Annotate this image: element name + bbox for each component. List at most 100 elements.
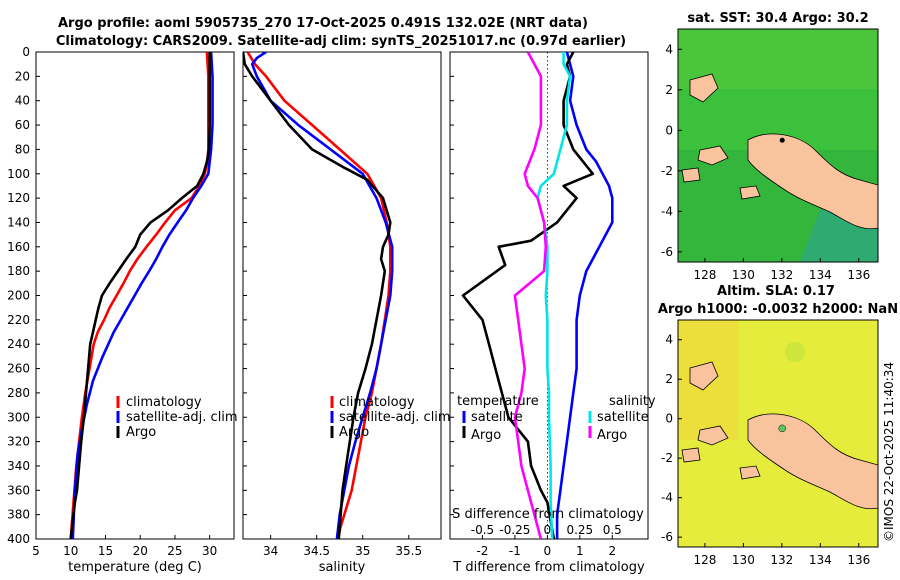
depth-tick-label: 340: [7, 459, 30, 473]
depth-tick-label: 260: [7, 362, 30, 376]
legend-label-satellite: satellite-adj. clim: [339, 410, 451, 425]
sla-lat-axis: 4 2 0 -2 -4 -6: [661, 333, 682, 544]
legend-label-argo: Argo: [126, 425, 156, 440]
s-diff-tick-label: -0.5: [471, 523, 494, 537]
s-diff-tick-label: -0.25: [499, 523, 530, 537]
sst-map-frame: [677, 28, 879, 263]
x-tick-label: 34: [263, 544, 278, 558]
lon-tick-label: 134: [809, 268, 832, 282]
depth-tick-label: 300: [7, 410, 30, 424]
sla-argo-position: [778, 424, 786, 433]
lat-tick-label: -4: [661, 491, 673, 505]
lon-tick-label: 136: [847, 553, 870, 567]
legend-label-s-satellite: satellite: [597, 410, 649, 425]
legend-label-climatology: climatology: [126, 395, 202, 410]
lat-tick-label: 0: [665, 123, 673, 137]
depth-tick-label: 100: [7, 167, 30, 181]
lat-tick-label: -2: [661, 451, 673, 465]
lat-tick-label: 0: [665, 412, 673, 426]
island-land: [689, 73, 719, 103]
lat-tick-label: -4: [661, 204, 673, 218]
series-line-climatology: [246, 52, 392, 539]
series-line-argo: [243, 52, 392, 539]
lon-tick-label: 128: [693, 553, 716, 567]
depth-tick-label: 20: [15, 69, 30, 83]
legend-label-climatology: climatology: [339, 395, 415, 410]
series-line-climatology: [69, 52, 210, 539]
x-tick-label: 20: [133, 544, 148, 558]
depth-tick-label: 180: [7, 264, 30, 278]
island-land: [681, 447, 701, 463]
difference-legend-salinity: salinity satellite Argo: [588, 394, 656, 443]
lat-tick-label: -6: [661, 245, 673, 259]
x-tick-label: 35: [355, 544, 370, 558]
island-land: [739, 465, 761, 480]
difference-panel: [449, 51, 649, 540]
x-tick-label: 30: [202, 544, 217, 558]
island-land: [689, 361, 719, 391]
x-tick-label: 10: [63, 544, 78, 558]
legend-label-satellite: satellite-adj. clim: [126, 410, 238, 425]
x-tick-label: 25: [167, 544, 182, 558]
series-line-satellite-adj-clim: [71, 52, 214, 539]
new-guinea-land: [747, 133, 878, 230]
x-tick-label: 2: [608, 544, 616, 558]
lat-tick-label: -2: [661, 164, 673, 178]
depth-tick-label: 0: [22, 45, 30, 59]
sla-map: [678, 320, 878, 547]
s-difference-xlabel: S difference from climatology: [452, 507, 644, 522]
lon-tick-label: 134: [809, 553, 832, 567]
legend-label-t-satellite: satellite: [471, 410, 523, 425]
depth-tick-label: 200: [7, 289, 30, 303]
island-land: [681, 167, 701, 183]
sst-lat-axis: 4 2 0 -2 -4 -6: [661, 42, 682, 259]
legend-title-salinity: salinity: [609, 394, 656, 409]
t-difference-x-axis: -2 -1 0 1 2: [476, 535, 616, 558]
lon-tick-label: 128: [693, 268, 716, 282]
salinity-legend: climatology satellite-adj. clim Argo: [330, 395, 451, 440]
sst-argo-position: [779, 137, 785, 143]
sla-lon-axis: 128 130 132 134 136: [693, 543, 870, 567]
s-diff-tick-label: 0.25: [566, 523, 593, 537]
x-tick-label: 15: [98, 544, 113, 558]
lat-tick-label: 4: [665, 42, 673, 56]
temperature-xlabel: temperature (deg C): [68, 560, 202, 575]
s-difference-x-axis: -0.5 -0.25 0 0.25 0.5: [471, 523, 622, 537]
depth-tick-label: 240: [7, 337, 30, 351]
sla-map-frame: [677, 319, 879, 548]
lon-tick-label: 130: [732, 553, 755, 567]
lon-tick-label: 130: [732, 268, 755, 282]
x-tick-label: 1: [576, 544, 584, 558]
figure-title-line1: Argo profile: aoml 5905735_270 17-Oct-20…: [58, 16, 588, 31]
imos-watermark: ©IMOS 22-Oct-2025 11:40:34: [882, 362, 896, 542]
salinity-panel: [242, 51, 442, 540]
depth-tick-label: 40: [15, 94, 30, 108]
salinity-series: [243, 52, 394, 539]
x-tick-label: 5: [32, 544, 40, 558]
figure-title-line2: Climatology: CARS2009. Satellite-adj cli…: [56, 34, 626, 49]
legend-title-temperature: temperature: [457, 394, 539, 409]
salinity-x-axis: 34 34.5 35 35.5: [263, 535, 422, 558]
series-line-satellite-adj-clim: [250, 52, 394, 539]
lat-tick-label: 2: [665, 83, 673, 97]
depth-tick-label: 380: [7, 508, 30, 522]
lat-tick-label: 4: [665, 333, 673, 347]
sla-map-title-line1: Altim. SLA: 0.17: [717, 284, 835, 299]
series-line-salinity-satellite: [536, 52, 572, 539]
sst-map-title: sat. SST: 30.4 Argo: 30.2: [687, 11, 868, 26]
series-line-temperature-argo: [461, 52, 595, 539]
sst-lon-axis: 128 130 132 134 136: [693, 258, 870, 282]
island-land: [697, 425, 729, 446]
lon-tick-label: 136: [847, 268, 870, 282]
depth-tick-label: 60: [15, 118, 30, 132]
lon-tick-label: 132: [770, 268, 793, 282]
island-land: [739, 185, 761, 200]
difference-series: [461, 52, 614, 539]
x-tick-label: 0: [544, 544, 552, 558]
lat-tick-label: -6: [661, 530, 673, 544]
series-line-argo: [69, 52, 211, 539]
island-land: [697, 145, 729, 166]
s-diff-tick-label: 0: [544, 523, 552, 537]
depth-tick-label: 280: [7, 386, 30, 400]
